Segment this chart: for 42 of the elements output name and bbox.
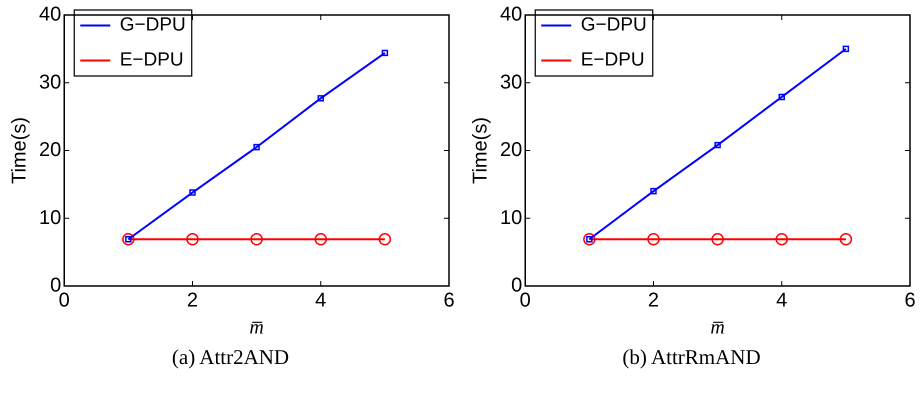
point <box>778 94 785 100</box>
point <box>583 233 596 246</box>
point <box>776 233 788 246</box>
point <box>382 50 388 56</box>
y-tick-label: 40 <box>500 4 522 26</box>
x-tick-label: 4 <box>315 290 326 312</box>
legend-label: E−DPU <box>120 50 184 71</box>
y-tick-label: 20 <box>38 139 62 162</box>
y-tick-label: 30 <box>38 71 62 94</box>
point <box>711 233 724 246</box>
point <box>650 188 657 194</box>
point <box>647 233 660 246</box>
point <box>840 233 852 246</box>
x-axis-title: m̅ <box>710 316 725 338</box>
y-axis-title: Time(s) <box>8 116 31 184</box>
point <box>842 46 850 52</box>
x-tick-label: 6 <box>904 290 916 312</box>
point <box>122 233 135 246</box>
y-tick-label: 10 <box>38 206 62 229</box>
legend-label: G−DPU <box>120 14 186 36</box>
point <box>314 233 327 246</box>
x-tick-label: 4 <box>776 290 788 312</box>
y-axis-title: Time(s) <box>470 116 492 184</box>
point <box>318 95 324 102</box>
y-tick-label: 30 <box>500 71 522 94</box>
point <box>189 189 196 196</box>
point <box>714 142 721 148</box>
legend-label: G−DPU <box>580 14 647 36</box>
x-tick-label: 6 <box>443 290 455 312</box>
y-tick-label: 10 <box>500 206 522 229</box>
y-tick-label: 20 <box>500 139 522 162</box>
point <box>250 233 263 246</box>
y-tick-label: 40 <box>38 4 62 26</box>
x-axis-title: m̅ <box>249 316 264 338</box>
x-tick-label: 2 <box>648 290 660 312</box>
point <box>378 233 392 246</box>
legend-label: E−DPU <box>580 50 645 71</box>
x-tick-label: 2 <box>186 290 198 312</box>
point <box>186 233 199 246</box>
point <box>253 144 260 150</box>
text: (a) Attr2AND <box>170 345 290 370</box>
text: (b) AttrRmAND <box>621 345 762 370</box>
